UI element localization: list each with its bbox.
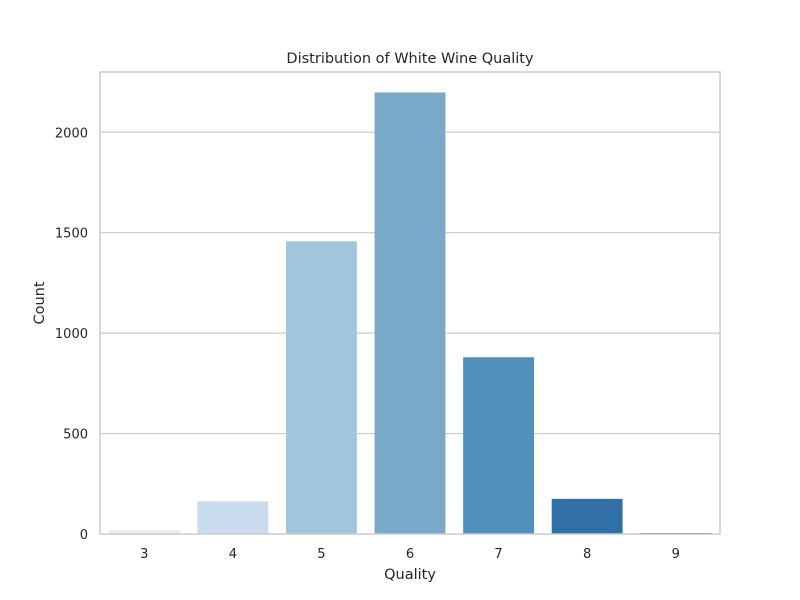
x-tick-label: 3 xyxy=(140,547,148,562)
x-axis-label: Quality xyxy=(384,567,436,583)
chart-title: Distribution of White Wine Quality xyxy=(286,51,534,67)
y-tick-label: 500 xyxy=(63,428,88,443)
y-axis-label: Count xyxy=(32,281,48,324)
x-tick-label: 8 xyxy=(583,547,591,562)
y-tick-label: 2000 xyxy=(55,126,88,141)
bar-quality-7 xyxy=(463,357,534,534)
y-tick-label: 1500 xyxy=(55,227,88,242)
y-tick-label: 0 xyxy=(80,528,88,543)
x-tick-label: 7 xyxy=(494,547,502,562)
x-tick-label: 4 xyxy=(229,547,237,562)
bar-quality-3 xyxy=(108,529,180,534)
bar-quality-6 xyxy=(374,92,446,534)
x-tick-labels: 3 4 5 6 7 8 9 xyxy=(140,547,680,562)
y-tick-label: 1000 xyxy=(55,327,88,342)
x-tick-label: 6 xyxy=(406,547,414,562)
bars xyxy=(108,92,712,534)
bar-quality-5 xyxy=(286,241,357,534)
y-tick-labels: 0 500 1000 1500 2000 xyxy=(55,126,88,543)
x-tick-label: 9 xyxy=(672,547,680,562)
plot-frame xyxy=(99,71,721,535)
x-tick-label: 5 xyxy=(317,547,325,562)
bar-quality-8 xyxy=(551,498,623,534)
bar-quality-4 xyxy=(197,501,269,534)
